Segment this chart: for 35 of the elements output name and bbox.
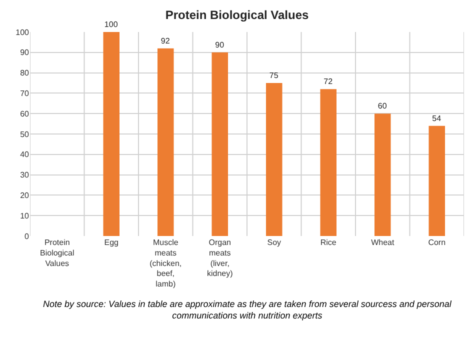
chart-title: Protein Biological Values [165, 8, 310, 22]
bar [103, 32, 120, 236]
y-tick-label: 70 [20, 89, 30, 98]
bar [157, 48, 174, 236]
x-tick-label: Egg [104, 238, 118, 247]
text: Note by source: Values in table are approximate as they are taken from several sourcess and personal communications with nutrition experts [43, 299, 452, 321]
data-label: 72 [324, 77, 334, 86]
y-tick-label: 0 [24, 232, 30, 241]
bar [320, 89, 337, 236]
data-label: 100 [104, 20, 118, 29]
data-label: 92 [160, 36, 170, 46]
data-label: 90 [215, 40, 225, 50]
x-tick-label: Protein Biological Values [40, 238, 74, 268]
x-tick-label: Soy [267, 238, 282, 247]
x-tick-label: Corn [428, 238, 446, 247]
bar [212, 52, 228, 236]
data-label: 54 [432, 114, 442, 123]
x-tick-label: Organ meats (liver, kidney) [206, 238, 234, 278]
y-tick-label: 20 [20, 191, 30, 200]
data-label: 60 [378, 102, 388, 111]
y-tick-label: 10 [20, 211, 30, 220]
y-tick-label: 30 [20, 170, 30, 180]
x-tick-label: Muscle meats (chicken, beef, lamb) [150, 238, 182, 289]
bar [374, 114, 391, 236]
x-tick-label: Rice [320, 238, 337, 247]
y-tick-label: 40 [20, 150, 30, 160]
bar [266, 83, 282, 236]
y-tick-label: 50 [20, 130, 30, 139]
y-tick-label: 60 [20, 109, 30, 118]
y-tick-label: 90 [20, 48, 30, 58]
data-label: 75 [269, 71, 279, 80]
x-tick-label: Wheat [371, 238, 395, 247]
y-tick-label: 80 [20, 68, 30, 78]
y-tick-label: 100 [16, 28, 30, 37]
bar [428, 126, 446, 236]
